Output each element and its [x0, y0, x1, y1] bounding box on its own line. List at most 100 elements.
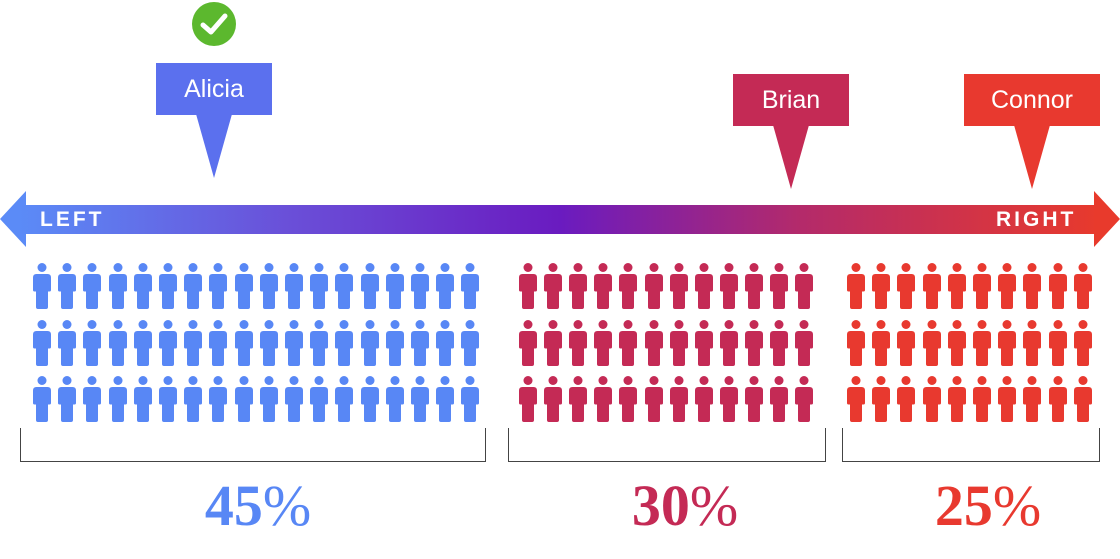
person-icon [619, 263, 638, 309]
person-head [138, 263, 148, 272]
person-body [310, 274, 329, 309]
person-body [285, 274, 303, 309]
person-body [385, 331, 404, 366]
person-icon [744, 376, 763, 422]
person-icon [569, 320, 588, 366]
person-icon [184, 263, 203, 309]
person-body [1048, 274, 1067, 309]
person-icon [1048, 263, 1067, 309]
person-body [544, 331, 563, 366]
person-icon [436, 263, 455, 309]
person-body [569, 331, 588, 366]
person-icon [644, 376, 663, 422]
person-head [1027, 376, 1037, 385]
person-head [1027, 320, 1037, 329]
person-head [927, 320, 937, 329]
person-icon [259, 376, 278, 422]
person-head [623, 376, 633, 385]
person-body [461, 331, 480, 366]
person-body [669, 387, 688, 422]
person-body [694, 387, 713, 422]
person-head [339, 320, 349, 329]
person-icon [719, 376, 738, 422]
person-icon [1048, 320, 1067, 366]
person-body [335, 387, 354, 422]
person-body [847, 331, 865, 366]
callout-pointer-brian-shape [773, 125, 809, 189]
person-body [133, 331, 152, 366]
person-body [108, 331, 127, 366]
person-head [876, 320, 886, 329]
person-body [385, 387, 404, 422]
person-head [901, 320, 911, 329]
person-head [188, 376, 198, 385]
person-icon [694, 376, 713, 422]
axis-label-right: RIGHT [996, 208, 1077, 231]
person-body [669, 331, 688, 366]
person-head [87, 320, 97, 329]
percent-value: 25 [934, 473, 993, 538]
person-head [674, 320, 684, 329]
person-icon [744, 263, 763, 309]
person-icon [770, 263, 788, 309]
person-head [1002, 263, 1012, 272]
person-body [795, 387, 814, 422]
person-body [259, 387, 278, 422]
person-head [799, 320, 809, 329]
person-head [62, 320, 72, 329]
person-body [33, 387, 51, 422]
person-icon [897, 263, 916, 309]
person-icon [436, 320, 455, 366]
group-bracket-center [508, 428, 826, 462]
person-head [749, 263, 759, 272]
callout-pointer-brian [773, 125, 809, 189]
check-mark [200, 13, 228, 35]
person-head [113, 320, 123, 329]
person-head [573, 263, 583, 272]
person-icon [922, 320, 941, 366]
person-icon [594, 376, 613, 422]
person-body [360, 331, 379, 366]
person-icon [694, 320, 713, 366]
person-body [619, 274, 638, 309]
person-body [872, 274, 891, 309]
person-head [314, 376, 324, 385]
person-body [947, 274, 966, 309]
person-body [719, 274, 738, 309]
person-icon [744, 320, 763, 366]
person-head [927, 376, 937, 385]
person-body [259, 274, 278, 309]
person-icon [385, 320, 404, 366]
person-head [749, 320, 759, 329]
check-circle-bg [192, 2, 236, 46]
person-head [799, 263, 809, 272]
person-head [188, 263, 198, 272]
person-icon [1023, 376, 1042, 422]
person-head [365, 263, 375, 272]
person-head [1053, 320, 1063, 329]
person-icon [33, 320, 51, 366]
person-icon [360, 320, 379, 366]
person-icon [544, 320, 563, 366]
percent-sign: % [262, 473, 312, 538]
person-body [159, 331, 177, 366]
person-body [619, 387, 638, 422]
person-icon [847, 376, 865, 422]
person-body [569, 387, 588, 422]
person-head [523, 263, 533, 272]
person-icon [83, 263, 102, 309]
group-bracket-right [842, 428, 1100, 462]
person-icon [872, 376, 891, 422]
person-body [694, 274, 713, 309]
person-icon [310, 320, 329, 366]
person-icon [947, 263, 966, 309]
person-body [108, 274, 127, 309]
person-head [415, 320, 425, 329]
person-icon [795, 320, 814, 366]
person-body [58, 387, 77, 422]
person-icon [569, 263, 588, 309]
person-body [1048, 331, 1067, 366]
person-body [159, 387, 177, 422]
person-icon [897, 320, 916, 366]
